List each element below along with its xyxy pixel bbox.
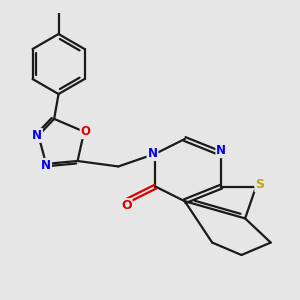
- Text: N: N: [32, 129, 42, 142]
- Text: S: S: [255, 178, 264, 191]
- Text: N: N: [216, 144, 226, 157]
- Text: N: N: [148, 147, 158, 160]
- Text: O: O: [81, 125, 91, 138]
- Text: O: O: [121, 199, 131, 212]
- Text: N: N: [41, 159, 51, 172]
